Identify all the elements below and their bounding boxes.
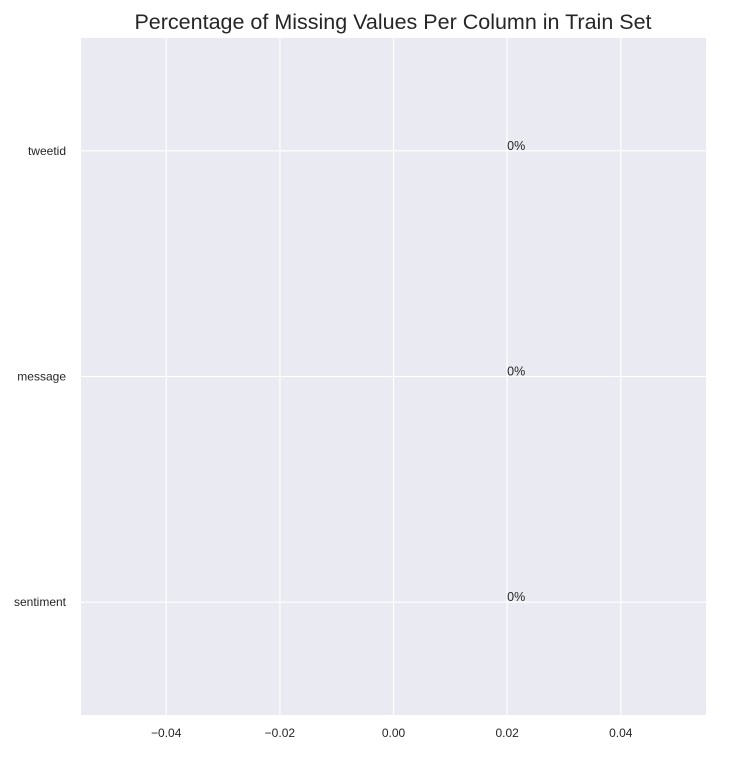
x-axis-tick-labels: −0.04 −0.02 0.00 0.02 0.04: [151, 726, 633, 740]
y-axis-tick-labels: tweetid message sentiment: [14, 144, 67, 609]
x-tick-label: −0.02: [265, 726, 296, 740]
chart-title: Percentage of Missing Values Per Column …: [134, 10, 651, 34]
x-tick-label: 0.00: [382, 726, 406, 740]
x-tick-label: 0.02: [495, 726, 519, 740]
x-tick-label: 0.04: [609, 726, 633, 740]
y-tick-label: tweetid: [28, 144, 66, 158]
y-tick-label: sentiment: [14, 595, 67, 609]
data-label: 0%: [507, 590, 525, 604]
data-labels: 0% 0% 0%: [507, 139, 525, 604]
data-label: 0%: [507, 139, 525, 153]
y-tick-label: message: [17, 370, 66, 384]
x-tick-label: −0.04: [151, 726, 182, 740]
grid-lines: [81, 38, 706, 715]
data-label: 0%: [507, 365, 525, 379]
